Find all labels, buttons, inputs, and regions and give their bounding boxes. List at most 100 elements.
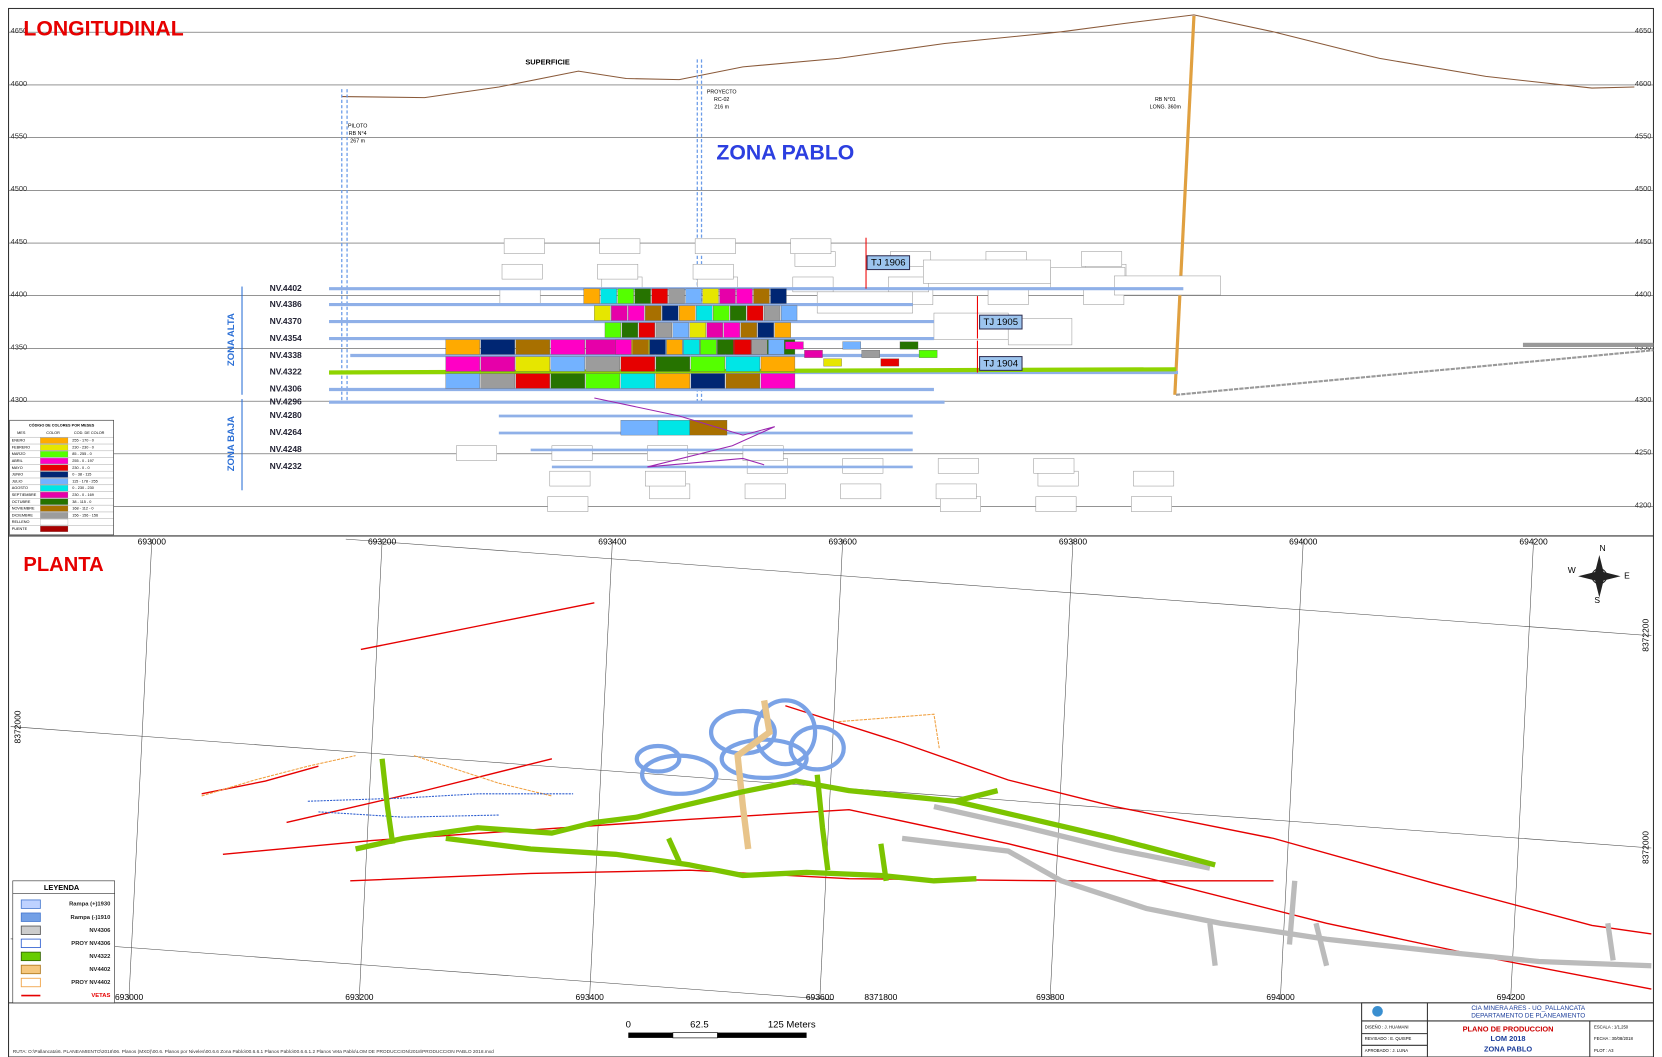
- stope-outline: [1133, 470, 1175, 487]
- stope: [725, 373, 761, 389]
- ramp: [1175, 349, 1654, 396]
- stope: [700, 339, 717, 355]
- vein: [222, 809, 1652, 990]
- stope-outline: [645, 470, 686, 487]
- stope: [696, 305, 713, 321]
- easting-label: 693200: [345, 992, 374, 1002]
- stope-outline: [816, 291, 913, 314]
- northing-label: 8372000: [1640, 831, 1650, 864]
- raise-label: 267 m: [350, 139, 365, 145]
- color-swatch: [40, 512, 69, 519]
- color-code: 156 - 156 - 156: [72, 513, 98, 517]
- stope: [899, 341, 919, 350]
- zone-title: ZONA PABLO: [716, 141, 854, 164]
- stope: [672, 322, 689, 338]
- legend-label: NV4402: [89, 967, 111, 973]
- elevation-label: 4300: [11, 395, 27, 404]
- legend-swatch: [20, 925, 41, 935]
- stope: [515, 339, 550, 355]
- grid-line: [1510, 539, 1534, 1000]
- tajo-label: TJ 1905: [984, 317, 1018, 328]
- month: SEPTIEMBRE: [12, 493, 37, 497]
- table-header: COLOR: [46, 431, 60, 435]
- drift: [307, 793, 574, 802]
- file-path: RUTA: O:\Pallancata\6. PLANEAMIENTO\2018…: [13, 1049, 494, 1055]
- stope: [550, 373, 585, 389]
- easting-label: 693400: [576, 992, 605, 1002]
- legend-label: PROY NV4402: [71, 980, 111, 986]
- month: PUENTE: [12, 527, 28, 531]
- color-code: 38 - 115 - 0: [72, 500, 91, 504]
- stope-outline: [1131, 496, 1172, 512]
- stope: [690, 373, 726, 389]
- stope: [861, 350, 880, 358]
- vein: [785, 705, 1652, 935]
- stope: [753, 288, 770, 304]
- stope: [550, 356, 585, 372]
- stope-outline: [549, 470, 591, 487]
- stope: [480, 356, 515, 372]
- grid-line: [358, 539, 383, 1000]
- stope: [666, 339, 683, 355]
- stope-outline: [1081, 251, 1123, 267]
- subtitle: LOM 2018: [1491, 1034, 1526, 1043]
- labels: LONGITUDINAL SUPERFICIE ZONA PABLO PILOT…: [23, 17, 1181, 576]
- compass-label: E: [1624, 570, 1630, 580]
- level-label: NV.4354: [270, 333, 302, 343]
- title-block: CIA MINERA ARES - UO_PALLANCATA DEPARTAM…: [1361, 1002, 1654, 1057]
- easting-label: 693200: [368, 537, 397, 547]
- elevation-label: 4200: [1635, 500, 1651, 509]
- grid-line: [819, 539, 844, 1000]
- stope: [679, 305, 696, 321]
- level-label: NV.4248: [270, 444, 302, 454]
- stope-outline: [1035, 496, 1077, 512]
- month: JUNIO: [12, 473, 23, 477]
- legend-swatch: [20, 964, 41, 975]
- northing-label: 8372000: [12, 710, 22, 743]
- stope: [683, 339, 700, 355]
- ramp: [753, 698, 818, 767]
- stope: [823, 358, 842, 367]
- color-code: 230 - 230 - 0: [72, 445, 94, 449]
- stope-outline: [547, 496, 589, 512]
- elevation-label: 4350: [11, 342, 27, 351]
- month: JULIO: [12, 479, 23, 483]
- stope: [662, 305, 679, 321]
- stope: [842, 341, 861, 350]
- compass-label: S: [1594, 595, 1600, 605]
- drift: [201, 755, 356, 797]
- color-swatch: [40, 437, 69, 444]
- color-code: 0 - 230 - 230: [72, 486, 94, 490]
- stope: [717, 339, 734, 355]
- ramp: [734, 699, 773, 850]
- color-swatch: [40, 491, 69, 498]
- stope: [736, 288, 753, 304]
- stope: [480, 339, 515, 355]
- legend-label: NV4306: [89, 928, 111, 934]
- color-code: 115 - 178 - 255: [72, 479, 98, 483]
- easting-label: 694000: [1289, 537, 1318, 547]
- stope: [780, 305, 798, 321]
- level-drift: [1207, 922, 1218, 967]
- color-swatch: [40, 478, 69, 485]
- stope: [445, 373, 480, 389]
- raise-label: 216 m: [714, 105, 729, 111]
- month: FEBRERO: [12, 445, 30, 449]
- scale-segment: [672, 1032, 718, 1039]
- month: OCTUBRE: [12, 500, 31, 504]
- scale-segment: [628, 1032, 673, 1038]
- stope: [880, 358, 900, 367]
- border: [8, 7, 1654, 1057]
- compass-rose: [1578, 555, 1621, 598]
- longitudinal-section: 4650 4650 4600 4600 4550 4550 4500 4500 4450 4450…: [8, 14, 1654, 536]
- compass-label: N: [1599, 543, 1605, 553]
- level-drift: [933, 803, 1211, 871]
- stope: [770, 288, 787, 304]
- month: MARZO: [12, 452, 26, 456]
- stope: [760, 373, 796, 389]
- logo: [1372, 1006, 1383, 1017]
- elevation-label: 4650: [11, 26, 27, 35]
- company: CIA MINERA ARES - UO_PALLANCATA: [1471, 1005, 1586, 1012]
- stope: [713, 305, 730, 321]
- color-swatch: [40, 505, 69, 512]
